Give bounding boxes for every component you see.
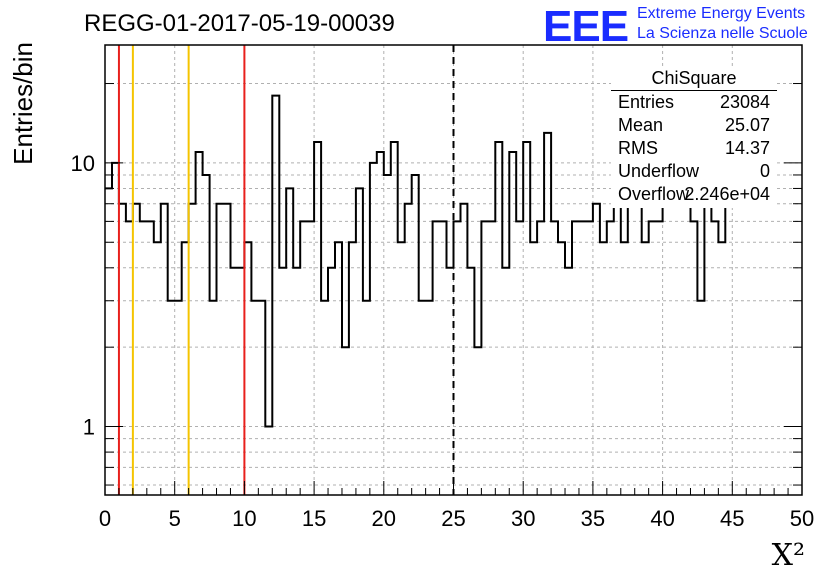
- stats-label: Underflow: [618, 161, 700, 181]
- x-tick-label: 35: [581, 506, 605, 531]
- stats-label: Overflow: [618, 184, 690, 204]
- stats-title: ChiSquare: [651, 68, 737, 88]
- x-tick-label: 45: [720, 506, 744, 531]
- stats-value: 14.37: [724, 138, 770, 158]
- stats-row-underflow: Underflow 0: [618, 161, 770, 185]
- histogram-bars: [105, 94, 761, 428]
- y-tick-label: 1: [83, 415, 95, 440]
- x-axis-label: X²: [772, 538, 805, 572]
- x-tick-label: 30: [511, 506, 535, 531]
- eee-logo-mark: EEE: [543, 2, 629, 51]
- x-tick-label: 0: [99, 506, 111, 531]
- tick-labels: 0 5 10 15 20 25 30 35 40 45 50 1 10: [71, 151, 815, 531]
- histogram-outline: [105, 94, 761, 428]
- stats-value: 23084: [719, 92, 770, 112]
- logo-line-2: La Scienza nelle Scuole: [637, 25, 808, 42]
- stats-box: ChiSquare Entries 23084 Mean 25.07 RMS 1…: [611, 68, 777, 208]
- stats-row-overflow: Overflow 2.246e+04: [618, 184, 770, 208]
- x-tick-label: 25: [441, 506, 465, 531]
- chart-title: REGG-01-2017-05-19-00039: [84, 10, 395, 37]
- x-tick-label: 10: [232, 506, 256, 531]
- stats-row-mean: Mean 25.07: [618, 115, 770, 139]
- stats-label: RMS: [618, 138, 658, 158]
- y-tick-label: 10: [71, 151, 95, 176]
- x-tick-label: 20: [372, 506, 396, 531]
- x-tick-label: 40: [650, 506, 674, 531]
- stats-row-rms: RMS 14.37: [618, 138, 770, 162]
- x-tick-label: 50: [790, 506, 814, 531]
- x-tick-label: 5: [169, 506, 181, 531]
- logo-line-1: Extreme Energy Events: [637, 5, 806, 22]
- x-tick-label: 15: [302, 506, 326, 531]
- axis-ticks: [104, 83, 803, 495]
- reference-lines: [117, 45, 455, 495]
- stats-value: 25.07: [724, 115, 770, 135]
- stats-row-entries: Entries 23084: [618, 92, 770, 116]
- stats-label: Mean: [618, 115, 664, 135]
- stats-value: 0: [759, 161, 770, 181]
- stats-label: Entries: [618, 92, 675, 112]
- stats-value: 2.246e+04: [684, 184, 770, 204]
- stats-divider: [611, 90, 777, 91]
- y-axis-label: Entries/bin: [8, 42, 38, 165]
